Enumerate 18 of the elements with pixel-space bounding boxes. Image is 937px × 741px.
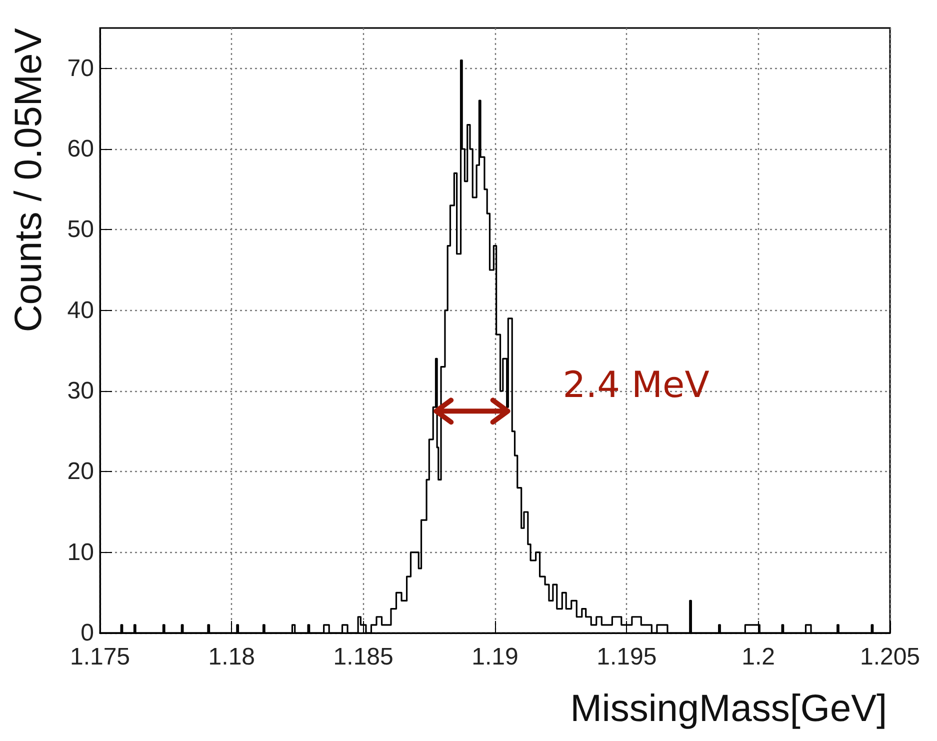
x-tick-label: 1.185 — [333, 644, 394, 670]
y-tick-label: 30 — [67, 378, 94, 404]
annotation: 2.4 MeV — [562, 365, 710, 406]
x-tick-label: 1.195 — [596, 644, 657, 670]
y-tick-label: 20 — [67, 458, 94, 486]
x-tick-label: 1.19 — [472, 644, 518, 670]
y-tick-label: 40 — [67, 296, 94, 324]
y-tick-label: 70 — [67, 54, 94, 82]
x-tick-label: 1.205 — [860, 644, 920, 670]
y-tick-label: 60 — [67, 136, 94, 162]
x-tick-label: 1.18 — [208, 644, 256, 670]
x-tick-label: 1.175 — [70, 644, 130, 670]
x-tick-label: 1.2 — [742, 644, 776, 670]
y-tick-label: 50 — [67, 216, 94, 244]
y-axis-title: Counts / 0.05MeV — [8, 27, 50, 332]
y-tick-label: 0 — [80, 620, 94, 646]
y-tick-label: 10 — [67, 538, 94, 566]
x-axis-title: MissingMass[GeV] — [570, 688, 888, 730]
